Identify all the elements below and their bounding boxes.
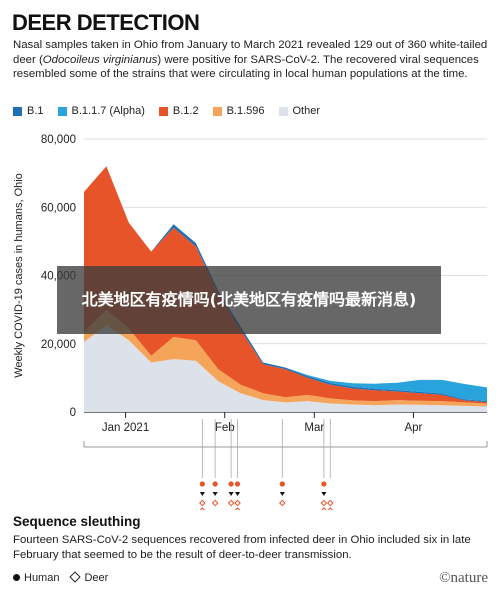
x-tick-label: Mar — [304, 422, 324, 434]
human-legend-item: Human — [13, 572, 59, 584]
deer-sample-diamond — [327, 507, 334, 510]
legend-swatch — [13, 106, 22, 116]
human-sample-pointer — [199, 492, 205, 496]
description-part1: Nasal samples taken in Ohio from January… — [13, 39, 488, 66]
deer-sample-diamond — [321, 507, 327, 510]
human-sample-dot — [199, 481, 205, 487]
legend-swatch — [212, 106, 222, 116]
y-tick-label: 60,000 — [41, 202, 76, 214]
deer-sample-diamond — [211, 499, 219, 507]
section-text: Fourteen SARS-CoV-2 sequences recovered … — [13, 534, 471, 561]
deer-sample-diamond — [234, 507, 241, 510]
marker-legend: Human Deer — [13, 571, 109, 584]
area-series-other — [84, 325, 487, 412]
legend-label: B.1 — [27, 105, 44, 117]
deer-legend-item: Deer — [69, 571, 109, 584]
species-name: Odocoileus virginianus — [42, 53, 158, 66]
human-sample-dot — [228, 481, 234, 487]
human-sample-pointer — [228, 492, 234, 496]
human-sample-dot — [321, 481, 327, 487]
legend-item: Other — [278, 105, 321, 117]
human-sample-dot — [234, 481, 241, 487]
deer-sample-diamond — [320, 499, 328, 507]
human-sample-dot — [212, 481, 218, 487]
legend-item: B.1.2 — [158, 105, 199, 117]
description-part2: ) were positive for SARS-CoV-2. The reco… — [13, 53, 479, 81]
deer-diamond-icon — [69, 571, 82, 583]
legend-swatch — [57, 106, 67, 116]
deer-sample-diamond — [227, 499, 235, 507]
deer-sample-diamond — [326, 499, 334, 507]
deer-label: Deer — [84, 572, 109, 584]
description: Nasal samples taken in Ohio from January… — [13, 38, 493, 82]
human-sample-pointer — [321, 492, 327, 496]
watermark-text: 北美地区有疫情吗(北美地区有疫情吗最新消息) — [81, 290, 417, 309]
chart-legend: B.1 B.1.1.7 (Alpha) B.1.2 B.1.596 Other — [13, 105, 320, 117]
deer-sample-diamond — [234, 499, 241, 507]
legend-label: B.1.1.7 (Alpha) — [71, 105, 145, 117]
human-dot-icon — [13, 574, 20, 581]
page-title: DEER DETECTION — [12, 10, 200, 35]
y-tick-label: 0 — [70, 407, 76, 419]
legend-swatch — [278, 106, 288, 116]
human-sample-pointer — [235, 492, 241, 496]
legend-item: B.1 — [13, 105, 44, 117]
human-sample-dot — [279, 481, 285, 487]
human-sample-pointer — [279, 492, 285, 496]
watermark-banner: 北美地区有疫情吗(北美地区有疫情吗最新消息) — [57, 266, 441, 334]
y-axis-label: Weekly COVID-19 cases in humans, Ohio — [13, 173, 25, 378]
nature-logo: ©nature — [439, 570, 488, 586]
deer-sample-diamond — [278, 499, 286, 507]
area-series-b-1-596 — [84, 309, 487, 407]
legend-label: Other — [292, 105, 321, 117]
y-tick-label: 20,000 — [41, 339, 76, 351]
legend-label: B.1.2 — [172, 105, 199, 117]
deer-sample-diamond — [199, 499, 206, 507]
deer-sample-diamond — [199, 507, 206, 510]
x-tick-label: Feb — [215, 422, 235, 434]
section-title: Sequence sleuthing — [13, 514, 141, 529]
legend-item: B.1.1.7 (Alpha) — [57, 105, 145, 117]
legend-swatch — [158, 106, 168, 116]
human-sample-pointer — [212, 492, 218, 496]
x-tick-label: Jan 2021 — [102, 422, 149, 434]
legend-item: B.1.596 — [212, 105, 265, 117]
legend-label: B.1.596 — [226, 105, 265, 117]
y-tick-label: 80,000 — [41, 134, 76, 146]
human-label: Human — [24, 572, 60, 584]
x-tick-label: Apr — [404, 422, 422, 434]
